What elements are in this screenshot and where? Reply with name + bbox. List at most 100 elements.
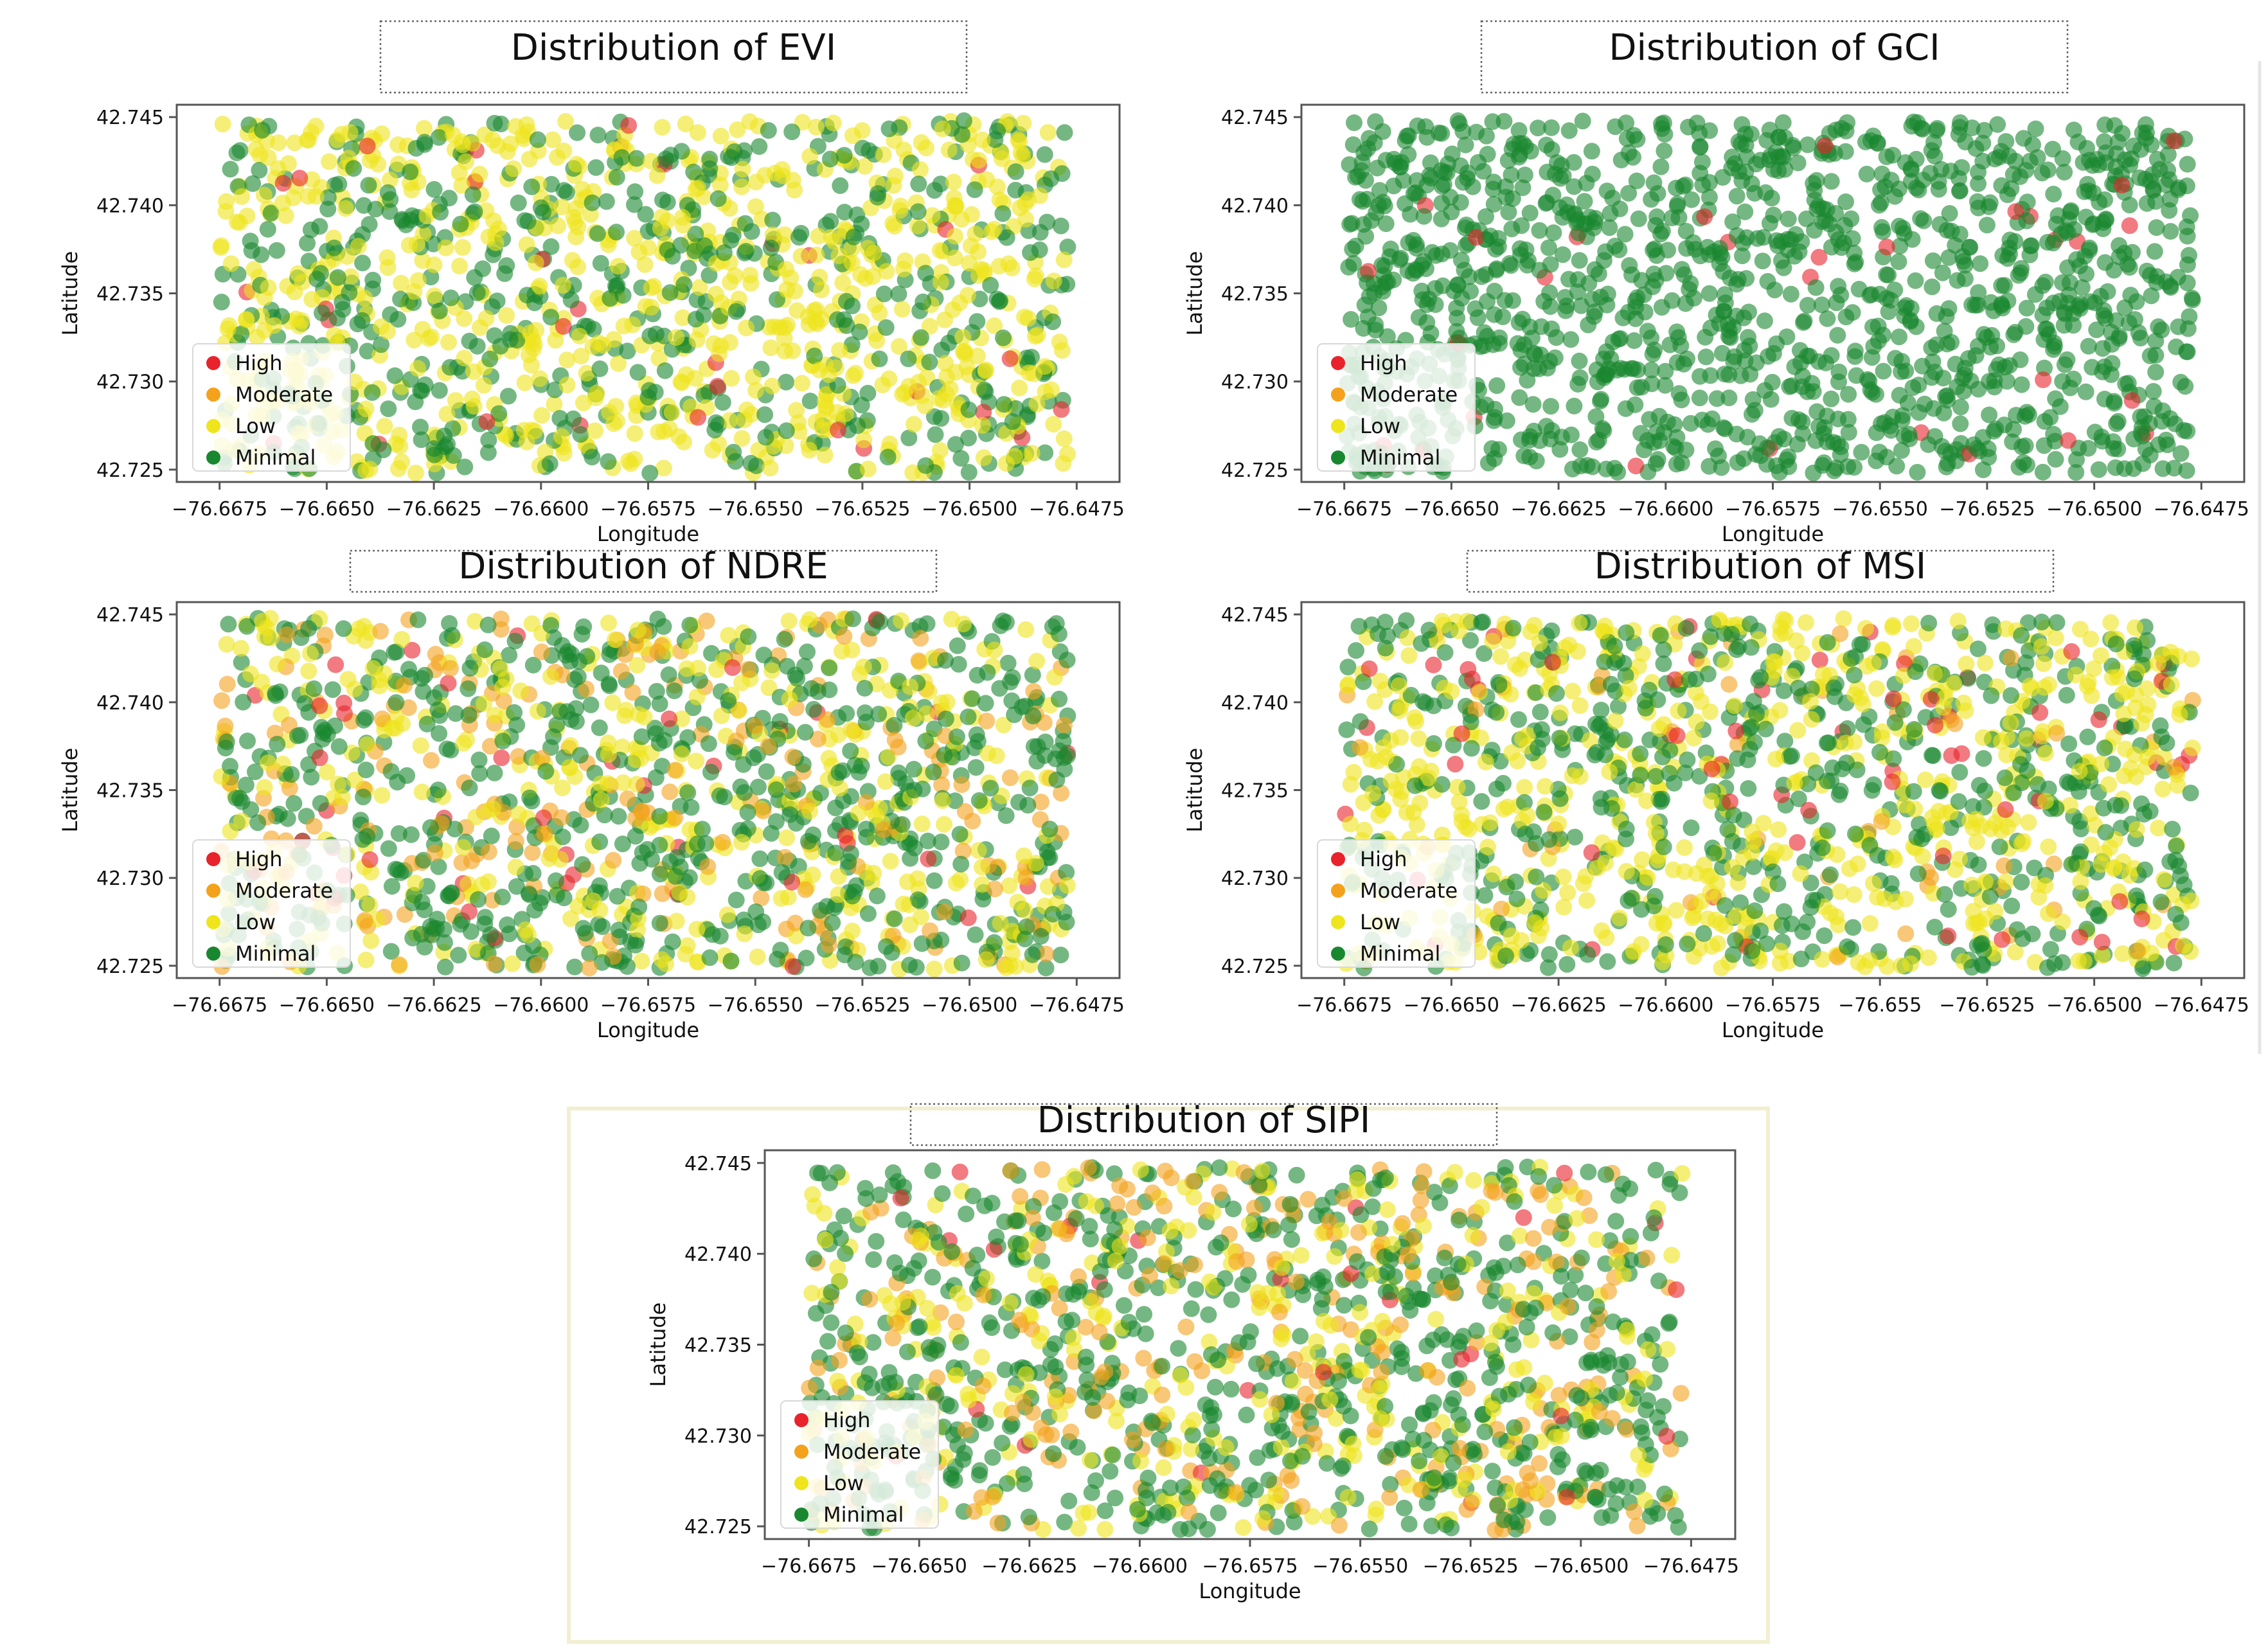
point-minimal xyxy=(523,178,540,195)
point-minimal xyxy=(1853,443,1870,461)
point-low xyxy=(865,244,882,262)
point-low xyxy=(591,902,609,919)
point-minimal xyxy=(1924,278,1941,296)
point-low xyxy=(393,274,410,292)
point-minimal xyxy=(2044,141,2061,158)
point-minimal xyxy=(988,290,1006,308)
point-low xyxy=(750,441,767,459)
point-moderate xyxy=(213,692,230,709)
legend-label-moderate: Moderate xyxy=(1360,382,1458,407)
point-minimal xyxy=(1669,195,1686,213)
point-low xyxy=(1055,430,1073,447)
point-low xyxy=(663,404,681,421)
point-minimal xyxy=(466,203,483,220)
point-minimal xyxy=(389,861,407,878)
point-minimal xyxy=(589,127,607,144)
point-minimal xyxy=(1790,243,1808,260)
point-minimal xyxy=(693,821,711,838)
point-minimal xyxy=(851,323,868,341)
point-low xyxy=(1015,847,1033,864)
point-minimal xyxy=(1584,290,1601,308)
point-minimal xyxy=(1571,252,1588,269)
point-low xyxy=(600,236,617,253)
point-high xyxy=(1425,656,1442,673)
point-minimal xyxy=(2178,218,2195,236)
legend-label-minimal: Minimal xyxy=(1360,445,1440,470)
point-low xyxy=(668,913,685,930)
point-minimal xyxy=(947,436,964,453)
point-moderate xyxy=(619,790,636,807)
point-low xyxy=(938,368,956,386)
point-low xyxy=(510,805,528,823)
point-minimal xyxy=(1952,398,1969,416)
point-minimal xyxy=(373,336,389,353)
x-tick-label: −76.6625 xyxy=(1510,498,1606,521)
point-moderate xyxy=(886,731,904,749)
y-tick-label: 42.735 xyxy=(1221,283,1289,306)
point-low xyxy=(564,252,581,269)
point-minimal xyxy=(412,418,429,436)
point-low xyxy=(801,611,818,628)
point-moderate xyxy=(442,660,459,677)
point-low xyxy=(781,691,798,708)
point-low xyxy=(1803,711,1820,728)
point-minimal xyxy=(1732,367,1749,384)
point-minimal xyxy=(1530,360,1548,377)
point-high xyxy=(690,409,706,426)
point-minimal xyxy=(1716,366,1733,383)
point-minimal xyxy=(655,618,672,635)
point-low xyxy=(518,116,535,133)
point-minimal xyxy=(2182,785,2199,801)
point-minimal xyxy=(2096,254,2114,271)
point-low xyxy=(801,803,819,820)
point-low xyxy=(688,752,705,770)
point-minimal xyxy=(460,680,477,697)
point-minimal xyxy=(963,690,981,708)
point-minimal xyxy=(778,373,795,391)
point-minimal xyxy=(2131,169,2148,186)
point-minimal xyxy=(919,832,936,850)
point-minimal xyxy=(1560,271,1577,288)
point-low xyxy=(643,299,660,316)
point-minimal xyxy=(1627,310,1644,327)
point-minimal xyxy=(2039,161,2057,179)
point-minimal xyxy=(1558,298,1575,314)
point-minimal xyxy=(2049,207,2067,224)
point-minimal xyxy=(799,833,817,850)
point-high xyxy=(461,903,478,920)
point-minimal xyxy=(1702,319,1719,337)
point-low xyxy=(1559,884,1576,902)
point-minimal xyxy=(312,265,329,282)
point-minimal xyxy=(1858,165,1875,183)
point-minimal xyxy=(1413,256,1430,274)
point-minimal xyxy=(1562,331,1580,348)
point-low xyxy=(274,194,291,211)
point-minimal xyxy=(1058,652,1076,669)
point-minimal xyxy=(1576,193,1593,210)
point-minimal xyxy=(1707,440,1724,458)
point-minimal xyxy=(821,150,839,168)
point-minimal xyxy=(2181,308,2198,325)
x-tick-label: −76.6550 xyxy=(1832,498,1928,521)
point-moderate xyxy=(553,809,570,826)
point-minimal xyxy=(2111,330,2128,347)
point-low xyxy=(453,177,470,194)
point-minimal xyxy=(1949,272,1966,289)
point-minimal xyxy=(382,306,399,323)
point-minimal xyxy=(626,196,643,213)
point-low xyxy=(379,249,396,266)
point-minimal xyxy=(906,761,922,778)
x-tick-label: −76.6650 xyxy=(279,498,375,521)
x-axis-label: Longitude xyxy=(1722,522,1824,546)
point-low xyxy=(1479,839,1496,856)
point-minimal xyxy=(1798,210,1815,227)
point-minimal xyxy=(679,784,697,801)
y-axis-label: Latitude xyxy=(58,748,82,833)
point-minimal xyxy=(1629,361,1647,378)
point-minimal xyxy=(613,149,630,166)
point-minimal xyxy=(917,457,934,474)
point-minimal xyxy=(461,779,478,797)
point-minimal xyxy=(1538,418,1555,435)
x-tick-label: −76.6600 xyxy=(493,498,589,521)
point-high xyxy=(361,851,379,868)
